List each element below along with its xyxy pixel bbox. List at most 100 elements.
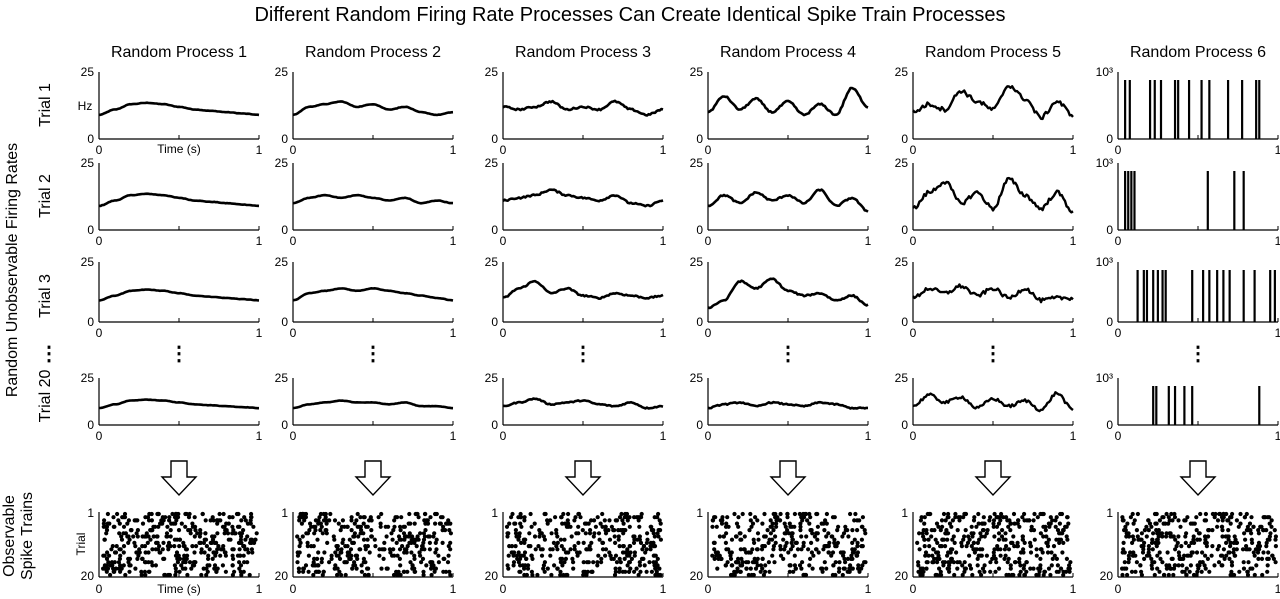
raster-plot-6-spike [1131, 550, 1136, 555]
raster-plot-4-spike [811, 553, 816, 558]
raster-plot-1-spike [219, 547, 224, 552]
raster-plot-3-spike [577, 550, 582, 555]
raster-plot-5-spike [982, 563, 987, 568]
raster-plot-5-spike [1045, 550, 1051, 555]
raster-plot-6-spike [1220, 518, 1225, 523]
raster-plot-5-spike [1015, 544, 1021, 549]
raster-plot-4-spike [826, 550, 832, 555]
raster-plot-5-spike [1043, 528, 1048, 533]
raster-plot-4-spike [856, 566, 861, 571]
raster-plot-5-spike [946, 566, 952, 571]
raster-plot-2-spike [410, 563, 415, 568]
raster-plot-1-spike [107, 553, 112, 558]
raster-plot-1-spike [213, 566, 218, 571]
raster-plot-2-spike [296, 569, 302, 574]
raster-plot-1-spike [217, 511, 222, 517]
raster-plot-6-spike [1190, 550, 1195, 555]
raster-plot-1-ytick-20: 20 [81, 569, 95, 583]
raster-plot-5-spike [1047, 524, 1052, 529]
raster-plot-4-spike [771, 544, 777, 549]
rate-plot-p4-r2-xtick-max: 1 [865, 234, 872, 248]
raster-plot-1-spike [241, 553, 246, 558]
raster-plot-3-spike [595, 560, 600, 565]
raster-plot-6-spike [1126, 560, 1131, 565]
raster-plot-6-spike [1170, 556, 1175, 562]
raster-plot-5-spike [995, 547, 1001, 552]
raster-plot-2-spike [401, 531, 407, 536]
rate-plot-p3-r4-xtick-max: 1 [660, 429, 667, 443]
raster-plot-4-spike [758, 563, 764, 568]
raster-plot-1-spike [149, 511, 154, 517]
rate-plot-p2-r3-xtick-max: 1 [450, 326, 457, 340]
raster-plot-6-xtick-min: 0 [1115, 582, 1122, 596]
raster-plot-2-ytick-20: 20 [275, 569, 289, 583]
raster-plot-5-spike [1003, 553, 1008, 558]
raster-plot-5-spike [938, 569, 943, 574]
raster-plot-3-spike [627, 524, 632, 529]
rate-plot-p3-r1-ytick-max: 25 [485, 65, 499, 79]
raster-plot-2-spike [297, 550, 302, 555]
raster-plot-5-spike [958, 515, 963, 520]
rate-plot-p3-r3-xtick-min: 0 [500, 326, 507, 340]
raster-plot-1-xtick-min: 0 [96, 582, 103, 596]
raster-plot-4-spike [797, 511, 802, 517]
raster-plot-1-spike [161, 518, 166, 523]
raster-plot-1-spike [249, 515, 254, 520]
raster-plot-4-spike [732, 511, 737, 517]
raster-plot-1-spike [221, 511, 226, 517]
raster-plot-2-spike [320, 531, 325, 536]
raster-plot-2-spike [426, 534, 431, 539]
raster-plot-6-spike [1212, 515, 1217, 520]
raster-plot-1-spike [149, 560, 154, 565]
raster-plot-6-spike [1177, 556, 1182, 562]
raster-plot-3-spike [554, 531, 559, 536]
raster-plot-4-spike [845, 556, 851, 562]
raster-plot-2-spike [404, 547, 409, 552]
raster-plot-6-spike [1272, 528, 1277, 533]
raster-plot-1-spike [160, 547, 165, 552]
raster-plot-4-spike [710, 553, 715, 558]
raster-plot-4-spike [778, 544, 783, 549]
raster-plot-5-spike [962, 560, 967, 565]
raster-plot-3-spike [637, 515, 642, 520]
raster-plot-1-spike [186, 515, 192, 520]
rate-plot-p4-r2-xtick-min: 0 [705, 234, 712, 248]
raster-plot-5-spike [1020, 515, 1025, 520]
raster-plot-2-spike [339, 524, 344, 529]
rate-plot-p6-r1-xtick-min: 0 [1115, 143, 1122, 157]
rate-plot-p4-r2-ytick-min: 0 [696, 223, 703, 237]
raster-plot-6-spike [1192, 540, 1197, 546]
raster-plot-4-spike [824, 511, 830, 517]
raster-plot-3-spike [651, 528, 656, 533]
raster-plot-6-spike [1200, 550, 1205, 555]
raster-plot-6-spike [1164, 534, 1169, 539]
raster-plot-6-spike [1269, 518, 1274, 523]
raster-plot-2-spike [377, 553, 382, 558]
raster-plot-3-spike [572, 518, 577, 523]
raster-plot-6-spike [1273, 537, 1278, 542]
raster-plot-5-spike [982, 569, 987, 574]
raster-plot-2-spike [441, 569, 446, 574]
raster-plot-2-spike [365, 537, 370, 542]
raster-plot-4-spike [750, 560, 756, 565]
raster-plot-4-spike [712, 540, 717, 546]
raster-plot-3-spike [627, 560, 632, 565]
raster-plot-2-spike [361, 560, 366, 565]
rate-plot-p5-r3-rate-line [912, 283, 1074, 304]
raster-plot-4-spike [795, 547, 801, 552]
raster-plot-1-spike [177, 569, 182, 574]
raster-plot-3-spike [577, 511, 582, 517]
raster-plot-2-spike [402, 537, 407, 542]
raster-plot-4-spike [855, 528, 860, 533]
raster-plot-1-spike [162, 572, 167, 578]
raster-plot-4-spike [850, 540, 855, 546]
raster-plot-4-spike [732, 569, 737, 574]
raster-plot-4-spike [789, 540, 794, 546]
raster-plot-6-spike [1123, 524, 1128, 529]
raster-plot-6-spike [1146, 547, 1151, 552]
raster-plot-5-spike [962, 511, 967, 517]
raster-plot-1-spike [185, 572, 190, 578]
raster-plot-5-spike [1046, 537, 1051, 542]
